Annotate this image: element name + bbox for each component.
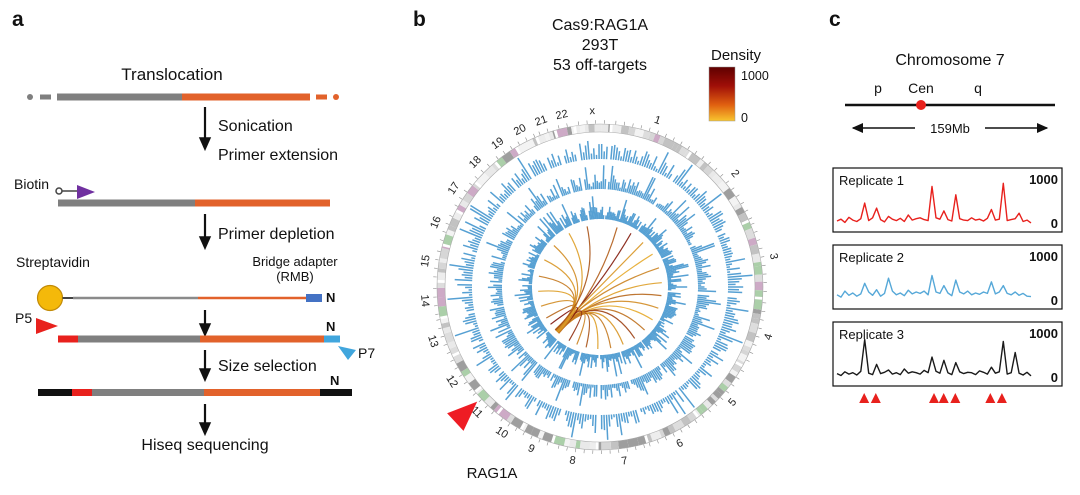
rag1a-target-label: RAG1A (467, 465, 518, 482)
circos-plot: b Cas9:RAG1A 293T 53 off-targets Density… (413, 8, 780, 482)
chromosome-label: 5 (726, 396, 739, 408)
replicate-2-ymax: 1000 (1029, 249, 1058, 264)
translocation-links (538, 226, 662, 350)
circos-title-line1: Cas9:RAG1A (552, 17, 648, 34)
chromosome-label: 6 (674, 437, 685, 450)
replicate-3-ymin: 0 (1051, 370, 1058, 385)
step-sonication: Sonication (218, 118, 293, 135)
chr7-track-plot: c Chromosome 7 p Cen q 159Mb Replicate 1… (829, 8, 1063, 403)
p7-label: P7 (358, 345, 375, 361)
arm-p-label: p (874, 80, 882, 96)
panel-a-protocol: a Translocation Sonication Primer extens… (0, 0, 395, 495)
captured-strand (73, 294, 322, 302)
step-primer-extension: Primer extension (218, 147, 338, 164)
step-sequencing: Hiseq sequencing (141, 437, 268, 454)
replicate-1-ymin: 0 (1051, 216, 1058, 231)
density-max-label: 1000 (741, 69, 769, 83)
replicate-3-track: Replicate 3 1000 0 (832, 321, 1063, 387)
translocation-bar (27, 93, 339, 101)
density-legend-title: Density (711, 47, 762, 64)
replicate-1-label: Replicate 1 (839, 173, 904, 188)
streptavidin-bead-icon (36, 284, 73, 312)
panel-c-letter: c (829, 8, 841, 31)
circos-title-line2: 293T (582, 37, 619, 54)
pcr-product-bar (58, 335, 340, 343)
arm-q-label: q (974, 80, 982, 96)
chr7-size-label: 159Mb (930, 121, 970, 136)
density-histogram-rings (447, 140, 753, 440)
panel-a-letter: a (12, 8, 24, 31)
chromosome-label: 15 (419, 254, 433, 268)
protocol-diagram: a Translocation Sonication Primer extens… (12, 8, 375, 454)
replicate-1-ymax: 1000 (1029, 172, 1058, 187)
centromere-dot (916, 100, 926, 110)
replicate-3-ymax: 1000 (1029, 326, 1058, 341)
panel-a-title: Translocation (121, 65, 222, 84)
circos-title-line3: 53 off-targets (553, 57, 647, 74)
replicate-2-track: Replicate 2 1000 0 (832, 244, 1063, 310)
chromosome-label: 2 (728, 168, 741, 180)
extended-dna-bar (58, 199, 330, 207)
chromosome-label: 13 (425, 334, 440, 349)
panel-c-chr7-tracks: c Chromosome 7 p Cen q 159Mb Replicate 1… (815, 0, 1080, 495)
chromosome-label: 4 (762, 332, 775, 341)
chromosome-label: 9 (526, 442, 536, 455)
replicate-2-label: Replicate 2 (839, 250, 904, 265)
step-primer-depletion: Primer depletion (218, 226, 335, 243)
pcr-n-label: N (326, 319, 335, 334)
p5-label: P5 (15, 310, 32, 326)
replicate-signal-lines (836, 182, 1032, 377)
replicate-2-ymin: 0 (1051, 293, 1058, 308)
chromosome-label: 14 (418, 294, 431, 307)
chromosome-ideogram-ring (432, 120, 767, 455)
chromosome-label: 19 (489, 135, 506, 152)
chromosome-label: 18 (467, 154, 484, 171)
biotin-primer-icon (55, 185, 95, 199)
replicate-1-track: Replicate 1 1000 0 (832, 167, 1063, 233)
chromosome-label: 1 (652, 114, 662, 127)
chromosome-label: 7 (621, 455, 629, 468)
centromere-label: Cen (908, 80, 934, 96)
step-size-selection: Size selection (218, 358, 317, 375)
bridge-adapter-abbrev: (RMB) (276, 269, 314, 284)
library-bar (38, 389, 352, 396)
panel-b-circos: b Cas9:RAG1A 293T 53 off-targets Density… (395, 0, 815, 495)
p5-arrow-icon (36, 318, 58, 334)
chromosome-label: 8 (569, 454, 577, 467)
biotin-label: Biotin (14, 176, 49, 192)
chromosome-label: 12 (443, 373, 460, 390)
library-n-label: N (330, 373, 339, 388)
replicate-3-label: Replicate 3 (839, 327, 904, 342)
rag1a-arrowhead-icon (447, 401, 478, 431)
adapter-n-label: N (326, 290, 335, 305)
chromosome-label: 10 (493, 424, 510, 441)
chromosome-label: x (589, 105, 596, 117)
chromosome-label: 20 (512, 122, 528, 138)
chromosome-label: 22 (555, 108, 570, 122)
panel-b-letter: b (413, 8, 426, 31)
density-min-label: 0 (741, 111, 748, 125)
bridge-adapter-label: Bridge adapter (252, 254, 338, 269)
streptavidin-label: Streptavidin (16, 254, 90, 270)
chromosome-label: 3 (767, 252, 780, 260)
chromosome-label: 21 (533, 113, 549, 128)
chromosome-label: 17 (446, 180, 463, 197)
chr7-title: Chromosome 7 (895, 52, 1004, 69)
offtarget-arrowheads (859, 393, 1007, 403)
density-gradient-bar (708, 66, 736, 122)
chromosome-label: 16 (428, 215, 444, 231)
p7-arrow-icon (338, 346, 356, 360)
